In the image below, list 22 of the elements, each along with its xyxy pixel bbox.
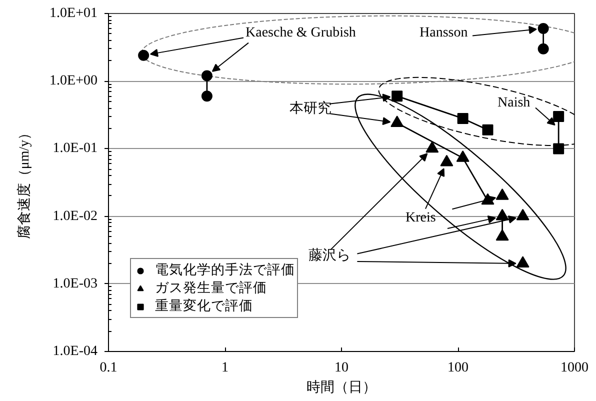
x-tick-label: 1 <box>222 360 228 376</box>
legend-label: 電気化学的手法で評価 <box>155 261 295 279</box>
legend-label: 重量変化で評価 <box>155 297 253 315</box>
x-tick-label: 1000 <box>560 360 588 376</box>
annotation: Kreis <box>406 210 436 226</box>
y-tick-label: 1.0E-04 <box>52 344 98 359</box>
x-tick-label: 10 <box>334 360 348 376</box>
annotation: 本研究 <box>290 100 332 116</box>
y-tick-label: 1.0E+00 <box>50 74 98 89</box>
legend-label: ガス発生量で評価 <box>155 279 267 297</box>
x-axis-title: 時間（日） <box>306 380 376 396</box>
y-tick-label: 1.0E-02 <box>52 208 98 224</box>
annotation: Naish <box>498 95 530 110</box>
y-tick-label: 1.0E-01 <box>52 141 98 156</box>
annotation: 藤沢ら <box>308 247 350 264</box>
x-tick-label: 100 <box>448 360 468 376</box>
annotation: Hansson <box>420 25 468 40</box>
x-tick-label: 0.1 <box>100 360 118 376</box>
y-tick-label: 1.0E+01 <box>50 6 98 21</box>
y-tick-label: 1.0E-03 <box>52 276 98 292</box>
y-axis-title: 腐食速度（μm/y） <box>16 126 33 240</box>
annotation: Kaesche & Grubish <box>246 25 356 40</box>
